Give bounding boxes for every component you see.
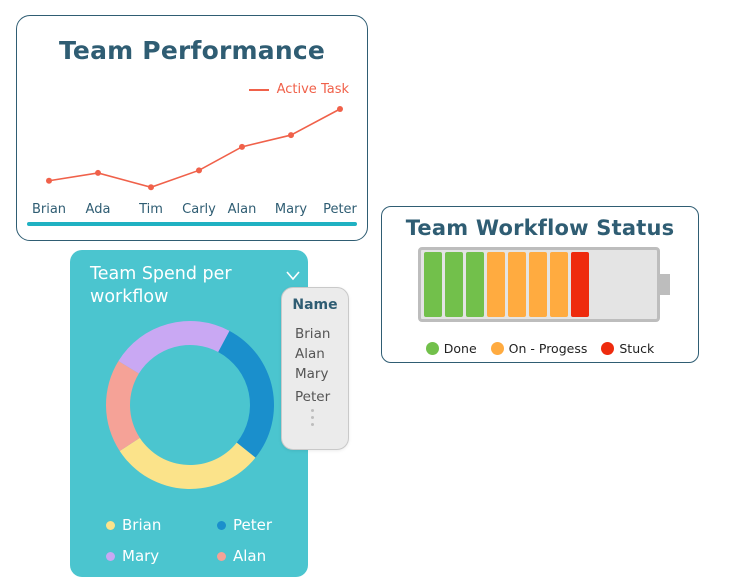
donut-slice-peter xyxy=(218,330,274,458)
name-option-peter[interactable]: Peter xyxy=(295,389,331,405)
name-option-mary[interactable]: Mary xyxy=(295,366,329,382)
name-option-brian[interactable]: Brian xyxy=(295,326,331,342)
workflow-battery-icon xyxy=(418,247,660,322)
data-point-brian xyxy=(46,177,52,184)
workflow-segment-progress xyxy=(550,252,568,317)
more-options-icon[interactable] xyxy=(311,409,314,430)
workflow-segment-stuck xyxy=(571,252,589,317)
data-point-ada xyxy=(95,169,101,176)
x-label-mary: Mary xyxy=(274,202,308,217)
workflow-legend-label: Done xyxy=(443,341,477,356)
workflow-segment-progress xyxy=(529,252,547,317)
name-filter-dropdown[interactable]: Name Brian Alan Mary Peter xyxy=(281,287,349,450)
performance-line-chart xyxy=(46,105,343,191)
status-dot-icon xyxy=(601,342,615,355)
status-dot-icon xyxy=(425,342,439,355)
workflow-legend: Done On - Progess Stuck xyxy=(382,341,698,356)
team-workflow-status-card: Team Workflow Status Done On - Progess Stu… xyxy=(381,206,699,363)
team-performance-title: Team Performance xyxy=(59,36,325,65)
data-point-mary xyxy=(288,132,294,139)
legend-line-swatch xyxy=(248,88,269,91)
workflow-legend-item: Done xyxy=(425,341,477,356)
active-task-legend-label: Active Task xyxy=(276,82,349,97)
team-spend-card: Team Spend per workflow Brian Peter Mary Al… xyxy=(70,250,308,577)
x-label-carly: Carly xyxy=(182,202,216,217)
workflow-segment-done xyxy=(445,252,463,317)
name-filter-header: Name xyxy=(292,297,338,313)
donut-slice-alan xyxy=(106,360,140,451)
x-label-brian: Brian xyxy=(31,202,67,217)
donut-slice-mary xyxy=(118,321,230,374)
workflow-segment-progress xyxy=(487,252,505,317)
active-task-legend: Active Task xyxy=(248,82,349,97)
data-point-alan xyxy=(239,143,245,150)
battery-tip xyxy=(658,274,670,295)
data-point-carly xyxy=(196,167,202,174)
status-dot-icon xyxy=(490,342,504,355)
data-point-tim xyxy=(148,184,154,191)
spend-donut-chart xyxy=(106,321,274,489)
x-label-alan: Alan xyxy=(227,202,257,217)
workflow-legend-label: On - Progess xyxy=(508,341,588,356)
x-label-peter: Peter xyxy=(323,202,357,217)
team-workflow-status-title: Team Workflow Status xyxy=(405,216,675,240)
workflow-legend-label: Stuck xyxy=(619,341,655,356)
donut-slice-brian xyxy=(119,437,256,489)
workflow-segment-done xyxy=(466,252,484,317)
data-point-peter xyxy=(337,105,343,112)
active-task-line xyxy=(48,108,341,189)
x-label-tim: Tim xyxy=(139,202,163,217)
workflow-segment-done xyxy=(424,252,442,317)
workflow-segments xyxy=(424,252,589,317)
performance-x-axis-labels: Brian Ada Tim Carly Alan Mary Peter xyxy=(17,202,367,220)
workflow-legend-item: On - Progess xyxy=(490,341,588,356)
chevron-down-icon[interactable] xyxy=(286,271,300,281)
team-spend-title: Team Spend per workflow xyxy=(90,264,232,307)
performance-baseline xyxy=(27,222,357,226)
workflow-legend-item: Stuck xyxy=(601,341,654,356)
workflow-segment-progress xyxy=(508,252,526,317)
x-label-ada: Ada xyxy=(85,202,111,217)
name-option-alan[interactable]: Alan xyxy=(295,346,325,362)
team-performance-card: Team Performance Active Task Brian Ada Tim… xyxy=(16,15,368,241)
